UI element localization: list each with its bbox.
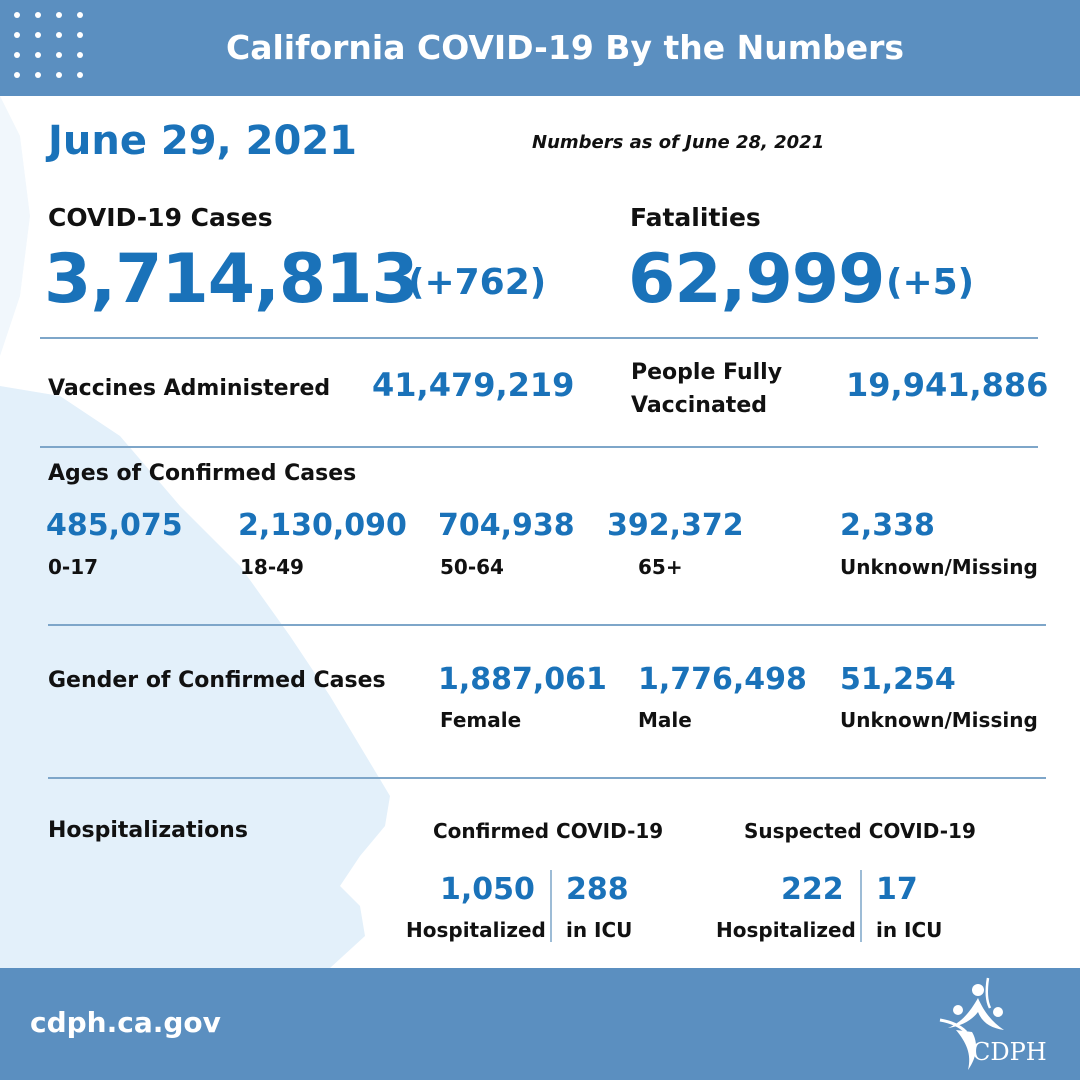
dots-decoration — [12, 10, 83, 82]
age-label: 50-64 — [440, 555, 504, 579]
header-banner: California COVID-19 By the Numbers — [0, 0, 1080, 96]
gender-title: Gender of Confirmed Cases — [48, 668, 386, 693]
fully-vaccinated-label-line2: Vaccinated — [631, 393, 767, 418]
suspected-hospitalized-label: Hospitalized — [716, 918, 856, 942]
fully-vaccinated-label-line1: People Fully — [631, 360, 783, 385]
california-map-graphic — [0, 96, 390, 968]
gender-value: 51,254 — [840, 662, 956, 697]
vaccines-administered-value: 41,479,219 — [372, 366, 575, 404]
suspected-hospitalized-value: 222 — [781, 872, 844, 907]
age-value: 704,938 — [438, 508, 575, 543]
confirmed-hospitalized-label: Hospitalized — [406, 918, 546, 942]
confirmed-icu-label: in ICU — [566, 918, 633, 942]
column-divider — [860, 870, 862, 942]
gender-value: 1,887,061 — [438, 662, 607, 697]
cases-total: 3,714,813 — [44, 240, 419, 319]
confirmed-hospitalized-value: 1,050 — [440, 872, 535, 907]
website-link[interactable]: cdph.ca.gov — [30, 1006, 221, 1039]
cases-delta: (+762) — [408, 262, 547, 303]
divider — [40, 446, 1038, 448]
report-date: June 29, 2021 — [48, 118, 358, 164]
age-label: 18-49 — [240, 555, 304, 579]
vaccines-administered-label: Vaccines Administered — [48, 376, 331, 401]
fully-vaccinated-value: 19,941,886 — [846, 366, 1049, 404]
age-label: Unknown/Missing — [840, 555, 1038, 579]
age-value: 392,372 — [607, 508, 744, 543]
divider — [48, 777, 1046, 779]
gender-label: Male — [638, 708, 692, 732]
confirmed-icu-value: 288 — [566, 872, 629, 907]
hospitalizations-title: Hospitalizations — [48, 818, 248, 843]
age-label: 65+ — [638, 555, 683, 579]
cases-label: COVID-19 Cases — [48, 203, 273, 232]
divider — [48, 624, 1046, 626]
suspected-icu-value: 17 — [876, 872, 918, 907]
ages-title: Ages of Confirmed Cases — [48, 461, 357, 486]
age-value: 485,075 — [46, 508, 183, 543]
age-value: 2,130,090 — [238, 508, 407, 543]
age-value: 2,338 — [840, 508, 935, 543]
fatalities-label: Fatalities — [630, 203, 761, 232]
suspected-icu-label: in ICU — [876, 918, 943, 942]
gender-label: Female — [440, 708, 522, 732]
footer-banner: cdph.ca.gov — [0, 968, 1080, 1080]
suspected-covid-title: Suspected COVID-19 — [744, 819, 976, 843]
confirmed-covid-title: Confirmed COVID-19 — [433, 819, 664, 843]
divider — [40, 337, 1038, 339]
logo-text: CDPH — [972, 1038, 1047, 1066]
column-divider — [550, 870, 552, 942]
gender-label: Unknown/Missing — [840, 708, 1038, 732]
gender-value: 1,776,498 — [638, 662, 807, 697]
cdph-logo: CDPH — [939, 977, 1047, 1070]
age-label: 0-17 — [48, 555, 99, 579]
fatalities-total: 62,999 — [628, 240, 885, 319]
page-title: California COVID-19 By the Numbers — [226, 28, 904, 67]
fatalities-delta: (+5) — [886, 262, 975, 303]
as-of-note: Numbers as of June 28, 2021 — [532, 132, 825, 153]
